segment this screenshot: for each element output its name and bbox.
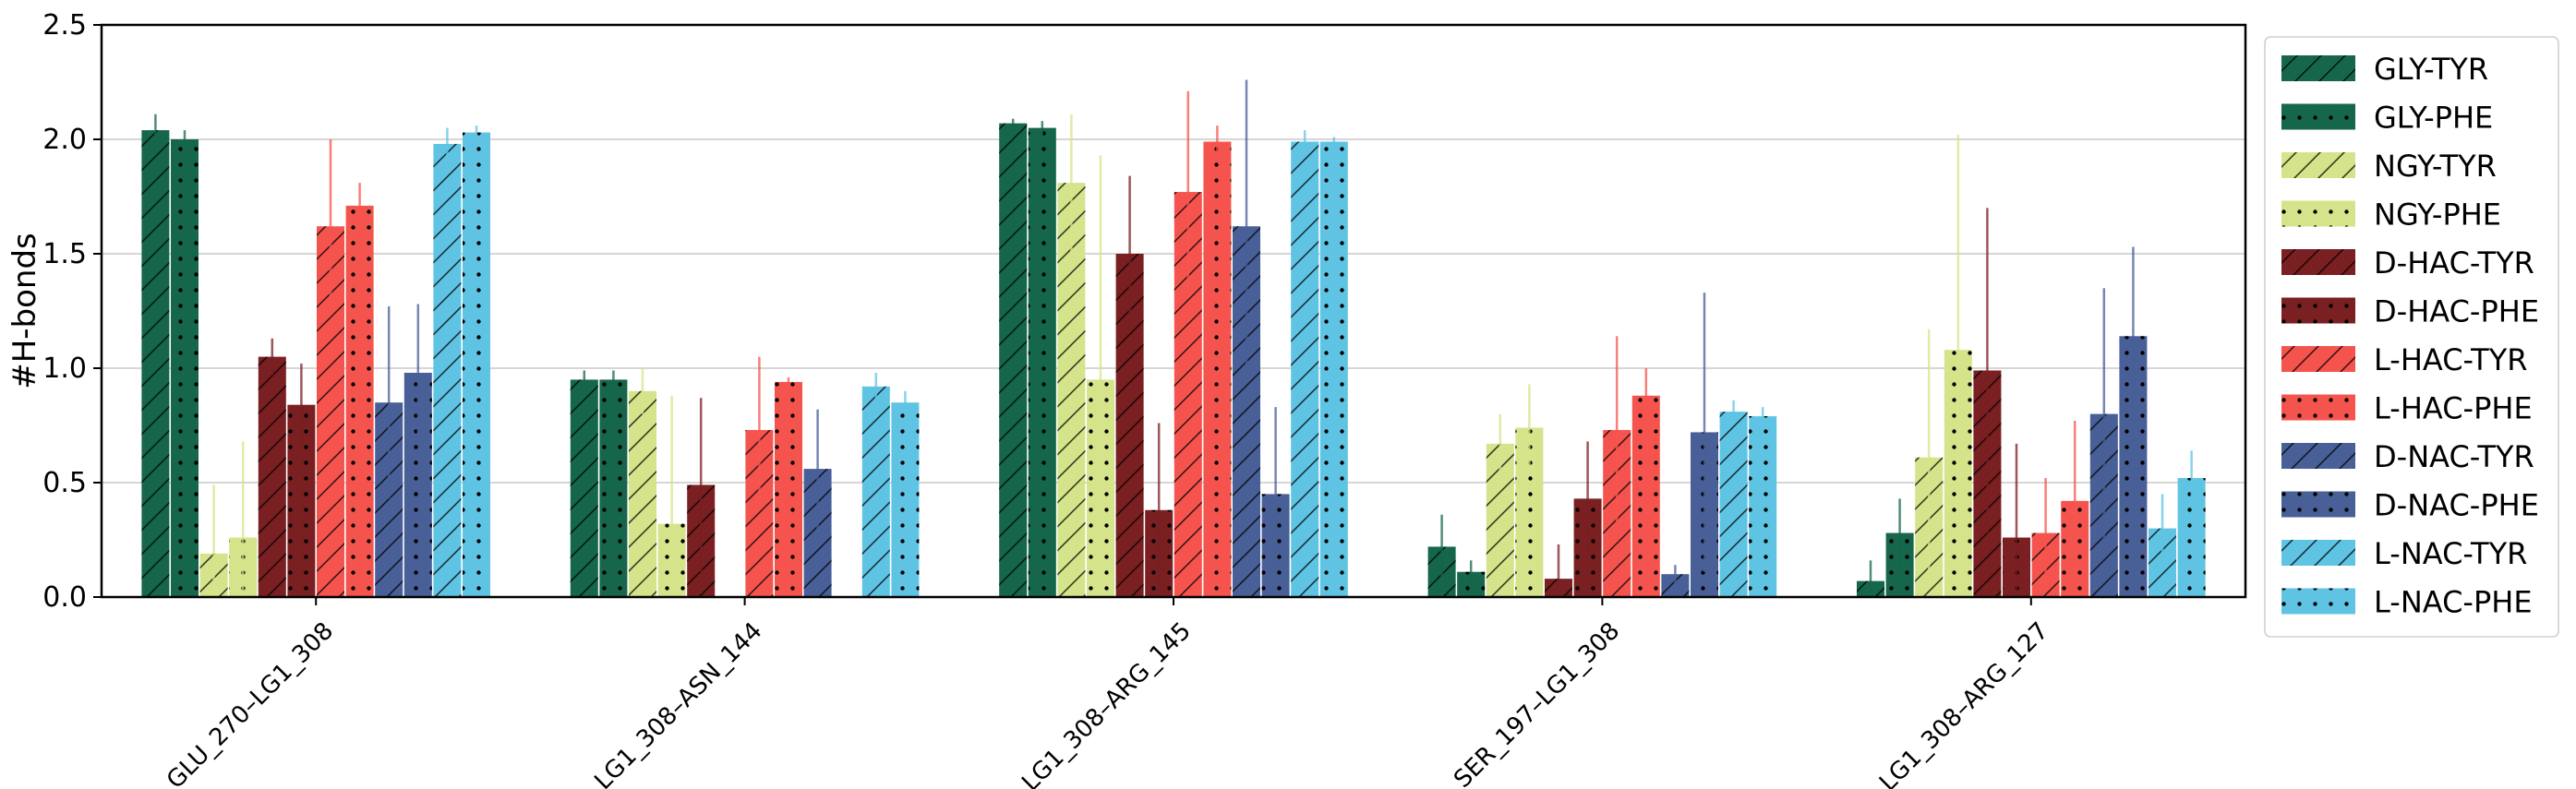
legend: GLY-TYR GLY-PHE NGY-TYR NGY-PHE D-HAC-TYR D-H… [2264,36,2559,638]
legend-swatch-hatch [2281,152,2355,178]
legend-item: D-HAC-TYR [2281,245,2534,281]
legend-item: NGY-TYR [2281,149,2497,184]
legend-label: GLY-PHE [2374,101,2493,136]
legend-swatch-hatch [2281,443,2355,469]
legend-item: D-HAC-PHE [2281,294,2539,329]
legend-frame [2264,36,2559,638]
y-tick-label: 1.5 [42,238,87,270]
legend-item: NGY-PHE [2281,197,2501,233]
bar-hatch [141,130,170,597]
bar-hatch [1631,395,1660,597]
x-tick-label: LG1_308–ASN_144 [589,617,767,789]
bar-hatch [258,356,286,597]
legend-swatch-hatch [2281,346,2355,372]
legend-swatch-hatch [2281,249,2355,275]
legend-item: D-NAC-TYR [2281,439,2534,474]
legend-label: L-HAC-PHE [2374,391,2533,426]
bar-hatch [345,205,374,598]
legend-label: D-NAC-PHE [2374,488,2539,523]
y-tick-label: 0.0 [42,581,87,614]
x-tick-label: SER_197–LG1_308 [1449,617,1625,789]
bar-hatch [433,143,462,597]
legend-item: GLY-TYR [2281,52,2488,87]
legend-swatch-hatch [2281,297,2355,324]
legend-item: L-NAC-TYR [2281,536,2527,571]
legend-item: L-NAC-PHE [2281,585,2533,620]
x-tick-label: LG1_308–ARG_145 [1017,617,1197,789]
bar-hatch [891,402,920,597]
bar-hatch [999,123,1028,597]
error-bars [154,79,2193,597]
y-tick-label: 2.0 [42,124,87,156]
bar-hatch [1291,141,1319,598]
y-axis-label: #H-bonds [6,233,43,389]
legend-label: D-NAC-TYR [2374,439,2534,474]
legend-label: GLY-TYR [2374,52,2488,87]
y-tick-label: 1.0 [42,353,87,385]
bar-hatch [570,379,598,597]
legend-label: D-HAC-PHE [2374,294,2539,329]
bar-hatch [1057,183,1086,597]
legend-swatch-hatch [2281,103,2355,130]
legend-label: L-HAC-TYR [2374,342,2527,377]
y-tick-label: 2.5 [42,9,87,42]
bar-hatch [171,139,199,597]
bar-hatch [1749,416,1777,597]
legend-label: L-NAC-TYR [2374,536,2527,571]
bar-hatch [1319,141,1348,598]
bar-hatch [1203,141,1232,598]
legend-swatch-hatch [2281,588,2355,615]
bar-hatch [599,379,628,597]
bar-hatch [1719,412,1748,597]
bar-hatch [463,132,490,597]
bar-hatch [629,390,656,597]
legend-swatch-hatch [2281,540,2355,566]
legend-item: GLY-PHE [2281,101,2493,136]
y-axis: 0.0 0.5 1.0 1.5 2.0 2.5 [42,9,102,614]
x-tick-label: GLU_270–LG1_308 [162,617,339,789]
legend-item: L-HAC-TYR [2281,342,2527,377]
bars [141,123,2206,598]
legend-label: D-HAC-TYR [2374,245,2534,281]
legend-swatch-hatch [2281,491,2355,518]
legend-swatch-hatch [2281,394,2355,421]
legend-swatch-hatch [2281,55,2355,81]
bar-hatch [861,386,890,597]
bar-hatch [775,381,802,597]
legend-label: NGY-TYR [2374,149,2497,184]
y-tick-label: 0.5 [42,467,87,499]
bar-hatch [1028,127,1056,597]
legend-label: NGY-PHE [2374,197,2501,233]
legend-swatch-hatch [2281,200,2355,227]
x-axis: GLU_270–LG1_308 LG1_308–ASN_144 LG1_308–AR… [162,597,2054,789]
legend-label: L-NAC-PHE [2374,585,2533,620]
legend-item: L-HAC-PHE [2281,391,2533,426]
legend-item: D-NAC-PHE [2281,488,2539,523]
x-tick-label: LG1_308–ARG_127 [1874,617,2054,789]
